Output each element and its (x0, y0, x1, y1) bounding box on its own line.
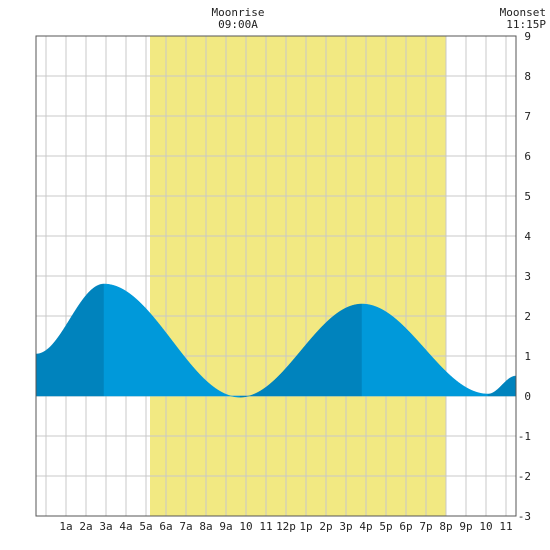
x-tick-label: 11 (499, 520, 512, 533)
tide-segment-rising (35, 283, 105, 397)
x-tick-label: 1a (59, 520, 72, 533)
x-tick-label: 2p (319, 520, 332, 533)
plot-frame (35, 35, 517, 517)
x-tick-label: 6a (159, 520, 172, 533)
x-tick-label: 7a (179, 520, 192, 533)
x-tick-label: 2a (79, 520, 92, 533)
x-tick-label: 10 (479, 520, 492, 533)
y-tick-label: 1 (524, 350, 531, 363)
tide-segment-falling (103, 283, 241, 398)
x-tick-label: 1p (299, 520, 312, 533)
y-axis-tick-labels: -3 -2 -1 0 1 2 3 4 5 6 7 8 9 (518, 30, 532, 523)
moonset-time: 11:15P (506, 18, 546, 31)
x-tick-label: 9p (459, 520, 472, 533)
x-tick-label: 4p (359, 520, 372, 533)
y-tick-label: 6 (524, 150, 531, 163)
y-tick-label: -1 (518, 430, 531, 443)
y-tick-label: 0 (524, 390, 531, 403)
x-tick-label: 4a (119, 520, 132, 533)
y-tick-label: -2 (518, 470, 531, 483)
x-tick-label: 3p (339, 520, 352, 533)
y-tick-label: 2 (524, 310, 531, 323)
y-tick-label: 5 (524, 190, 531, 203)
x-axis-tick-labels: 1a 2a 3a 4a 5a 6a 7a 8a 9a 10 11 12p 1p 2p 3p 4p 5p 6p 7p 8… (59, 520, 512, 533)
moonrise-time: 09:00A (218, 18, 258, 31)
x-tick-label: 5a (139, 520, 152, 533)
x-tick-label: 9a (219, 520, 232, 533)
x-tick-label: 12p (276, 520, 296, 533)
moonset-label: Moonset (500, 6, 546, 19)
tide-segment-rising (239, 303, 363, 398)
x-tick-label: 3a (99, 520, 112, 533)
x-tick-label: 5p (379, 520, 392, 533)
moonrise-label: Moonrise (212, 6, 265, 19)
x-tick-label: 6p (399, 520, 412, 533)
x-tick-label: 10 (239, 520, 252, 533)
y-tick-label: 4 (524, 230, 531, 243)
y-tick-label: -3 (518, 510, 531, 523)
tide-segment-falling (361, 303, 489, 397)
tide-segment-rising (487, 375, 517, 397)
x-tick-label: 7p (419, 520, 432, 533)
tide-area (35, 283, 517, 398)
grid-lines (36, 35, 516, 517)
y-tick-label: 9 (524, 30, 531, 43)
x-tick-label: 8a (199, 520, 212, 533)
x-tick-label: 11 (259, 520, 272, 533)
y-tick-label: 7 (524, 110, 531, 123)
y-tick-label: 3 (524, 270, 531, 283)
y-tick-label: 8 (524, 70, 531, 83)
x-tick-label: 8p (439, 520, 452, 533)
